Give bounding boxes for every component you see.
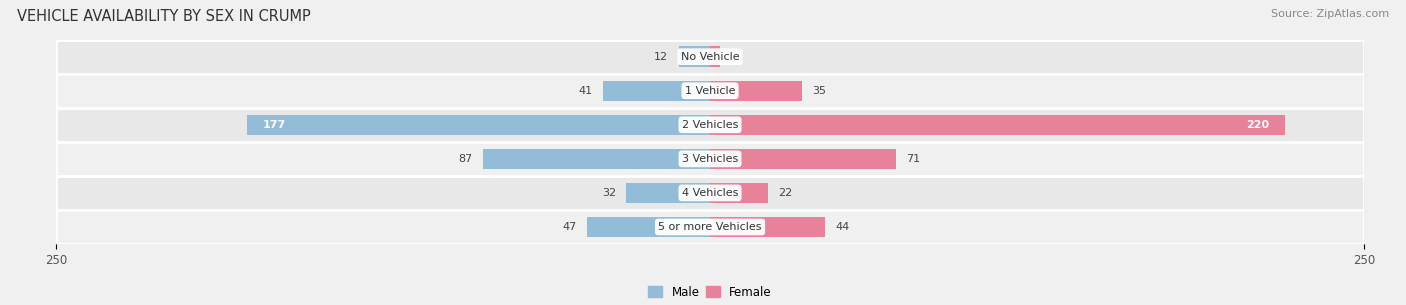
Text: 87: 87 bbox=[458, 154, 472, 164]
Text: VEHICLE AVAILABILITY BY SEX IN CRUMP: VEHICLE AVAILABILITY BY SEX IN CRUMP bbox=[17, 9, 311, 24]
Bar bbox=[56, 108, 1364, 142]
Text: 41: 41 bbox=[578, 86, 592, 96]
Bar bbox=[710, 217, 825, 237]
Bar bbox=[710, 81, 801, 101]
Bar bbox=[247, 115, 710, 135]
Bar bbox=[56, 176, 1364, 210]
Text: 22: 22 bbox=[778, 188, 792, 198]
Text: 220: 220 bbox=[1247, 120, 1270, 130]
Bar bbox=[482, 149, 710, 169]
Text: 35: 35 bbox=[813, 86, 825, 96]
Text: 4: 4 bbox=[731, 52, 738, 62]
Text: No Vehicle: No Vehicle bbox=[681, 52, 740, 62]
Bar bbox=[710, 149, 896, 169]
Text: 4 Vehicles: 4 Vehicles bbox=[682, 188, 738, 198]
Bar bbox=[56, 40, 1364, 74]
Legend: Male, Female: Male, Female bbox=[644, 281, 776, 303]
Text: 1 Vehicle: 1 Vehicle bbox=[685, 86, 735, 96]
Text: 12: 12 bbox=[654, 52, 668, 62]
Text: 3 Vehicles: 3 Vehicles bbox=[682, 154, 738, 164]
Text: Source: ZipAtlas.com: Source: ZipAtlas.com bbox=[1271, 9, 1389, 19]
Bar bbox=[56, 210, 1364, 244]
Bar bbox=[603, 81, 710, 101]
Text: 71: 71 bbox=[905, 154, 921, 164]
Bar bbox=[710, 183, 768, 203]
Text: 44: 44 bbox=[835, 222, 849, 232]
Bar bbox=[56, 142, 1364, 176]
Bar bbox=[626, 183, 710, 203]
Text: 5 or more Vehicles: 5 or more Vehicles bbox=[658, 222, 762, 232]
Text: 32: 32 bbox=[602, 188, 616, 198]
Bar bbox=[588, 217, 710, 237]
Bar bbox=[710, 46, 720, 67]
Bar bbox=[56, 74, 1364, 108]
Bar bbox=[679, 46, 710, 67]
Bar bbox=[710, 115, 1285, 135]
Text: 2 Vehicles: 2 Vehicles bbox=[682, 120, 738, 130]
Text: 177: 177 bbox=[263, 120, 285, 130]
Text: 47: 47 bbox=[562, 222, 576, 232]
